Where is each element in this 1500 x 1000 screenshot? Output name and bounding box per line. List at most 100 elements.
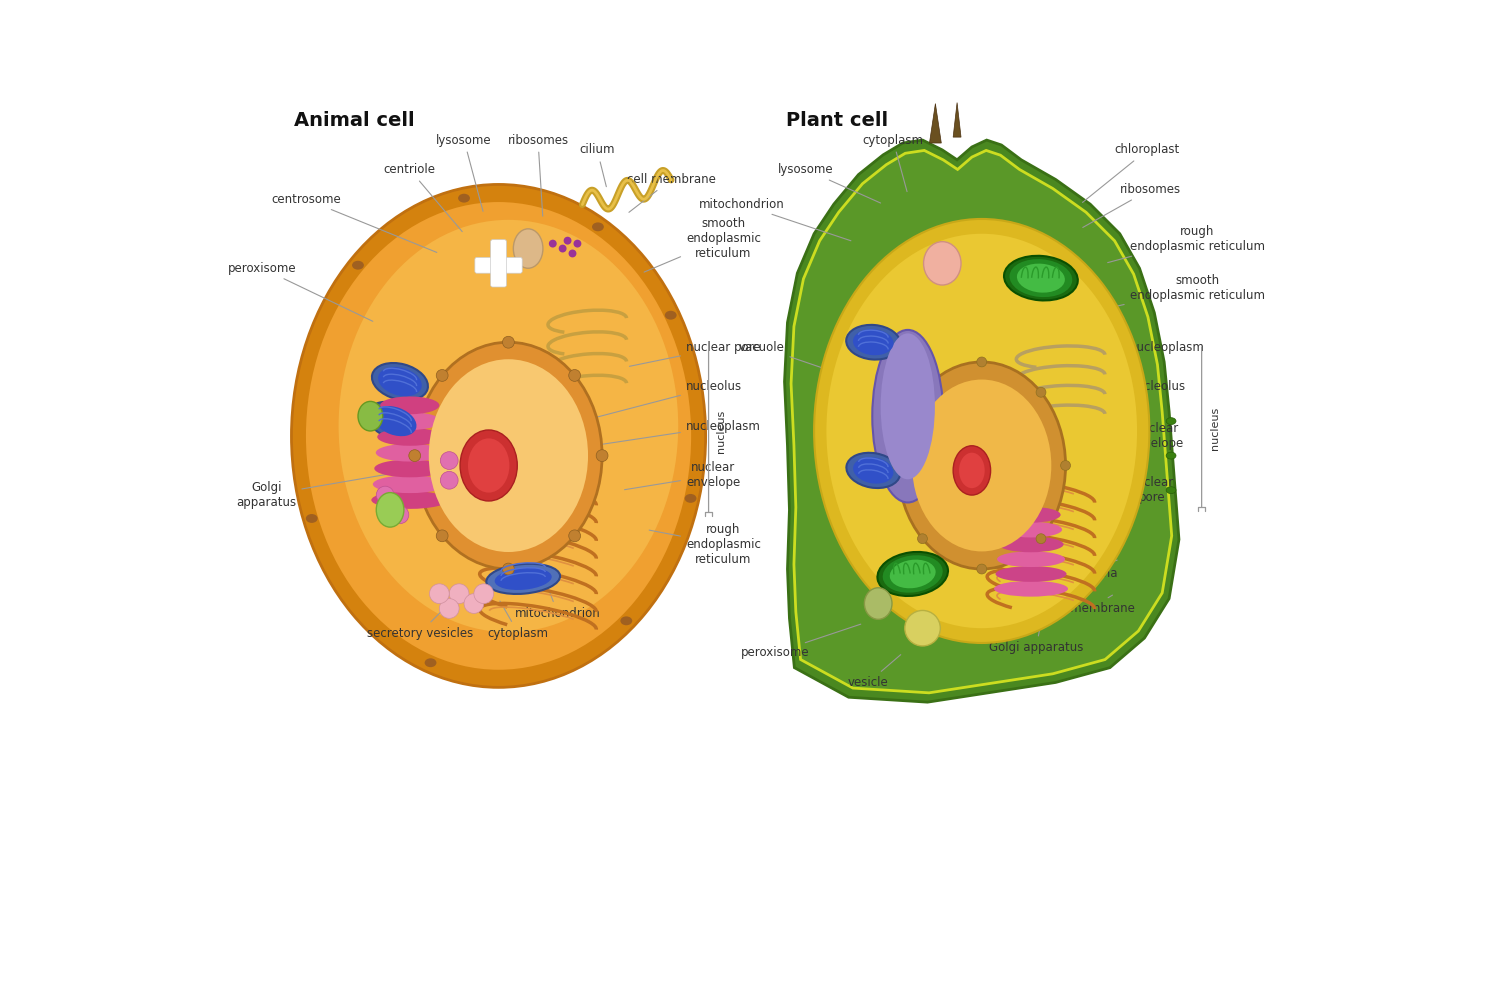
Ellipse shape [380,396,440,414]
Text: ribosomes: ribosomes [507,134,568,216]
Ellipse shape [1166,487,1176,494]
Ellipse shape [378,367,422,396]
Ellipse shape [374,475,447,493]
Ellipse shape [846,325,900,360]
Circle shape [474,584,494,604]
Ellipse shape [495,568,552,590]
Polygon shape [930,104,942,143]
Circle shape [573,240,582,248]
Text: centriole: centriole [384,163,462,232]
Ellipse shape [952,446,990,495]
Text: cytoplasm: cytoplasm [488,601,549,640]
Ellipse shape [912,380,1052,551]
FancyBboxPatch shape [476,257,522,273]
Text: centrosome: centrosome [272,193,436,252]
Ellipse shape [998,551,1065,567]
Polygon shape [790,150,1172,693]
Text: Golgi
apparatus: Golgi apparatus [237,471,406,509]
Ellipse shape [958,453,984,488]
Ellipse shape [376,428,442,446]
Polygon shape [784,140,1179,702]
Ellipse shape [924,242,962,285]
Ellipse shape [664,311,676,320]
Ellipse shape [890,560,936,588]
Ellipse shape [458,194,470,203]
Text: smooth
endoplasmic reticulum: smooth endoplasmic reticulum [1113,274,1264,307]
Text: Golgi apparatus: Golgi apparatus [988,626,1083,654]
Text: chloroplast: chloroplast [1083,143,1180,202]
Circle shape [568,250,576,257]
Ellipse shape [1000,522,1062,537]
Text: secretory vesicles: secretory vesicles [366,601,472,640]
Circle shape [436,370,448,381]
Ellipse shape [376,493,404,527]
Ellipse shape [306,202,692,670]
Ellipse shape [378,412,441,430]
Circle shape [440,599,459,618]
Ellipse shape [878,552,948,596]
Ellipse shape [374,406,417,436]
Circle shape [892,461,903,470]
Circle shape [596,450,608,462]
Ellipse shape [1166,452,1176,459]
Ellipse shape [486,564,560,594]
Circle shape [918,534,927,544]
Circle shape [464,594,483,613]
Text: nuclear pore: nuclear pore [630,341,760,366]
Ellipse shape [352,261,364,270]
Text: plasmodesma: plasmodesma [1036,560,1119,580]
Text: peroxisome: peroxisome [741,624,861,659]
Text: cell wall: cell wall [1056,526,1122,546]
FancyBboxPatch shape [490,240,507,287]
Ellipse shape [414,342,602,569]
Text: cell membrane: cell membrane [1046,595,1134,615]
Circle shape [436,530,448,542]
Circle shape [1060,461,1071,470]
Ellipse shape [999,536,1064,552]
Text: nucleolus: nucleolus [1083,380,1186,406]
Text: mitochondrion: mitochondrion [514,577,600,620]
Ellipse shape [996,566,1066,582]
Circle shape [503,336,515,348]
Text: cilium: cilium [579,143,615,187]
Ellipse shape [994,581,1068,597]
Ellipse shape [853,329,894,355]
Circle shape [448,584,470,604]
Text: rough
endoplasmic reticulum: rough endoplasmic reticulum [1107,225,1264,263]
Ellipse shape [460,430,518,501]
Circle shape [410,450,420,462]
Circle shape [904,610,940,646]
Text: nucleus: nucleus [1209,406,1219,450]
Ellipse shape [880,333,934,479]
Ellipse shape [1010,259,1072,297]
Circle shape [976,564,987,574]
Circle shape [1036,387,1046,397]
Ellipse shape [873,330,944,502]
Ellipse shape [853,457,894,484]
Circle shape [558,245,567,252]
Ellipse shape [1002,507,1060,523]
Text: vacuole: vacuole [738,341,831,371]
Circle shape [564,237,572,245]
Text: rough
endoplasmic
reticulum: rough endoplasmic reticulum [650,523,760,566]
Ellipse shape [684,494,696,503]
Ellipse shape [375,460,446,477]
Circle shape [429,584,448,604]
Circle shape [441,471,458,489]
Circle shape [568,370,580,381]
Ellipse shape [898,362,1065,569]
Text: ribosomes: ribosomes [1083,183,1180,227]
Circle shape [1036,534,1046,544]
Text: nucleoplasm: nucleoplasm [1094,341,1204,366]
Text: nuclear
envelope: nuclear envelope [1098,422,1184,450]
Ellipse shape [621,616,632,625]
Text: nucleus: nucleus [717,409,726,453]
Ellipse shape [372,491,448,509]
Text: Plant cell: Plant cell [786,111,888,130]
Ellipse shape [358,401,382,431]
Ellipse shape [291,184,705,687]
Ellipse shape [864,588,892,619]
Circle shape [568,530,580,542]
Text: lysosome: lysosome [436,134,492,211]
Text: nuclear
pore: nuclear pore [1102,476,1174,504]
